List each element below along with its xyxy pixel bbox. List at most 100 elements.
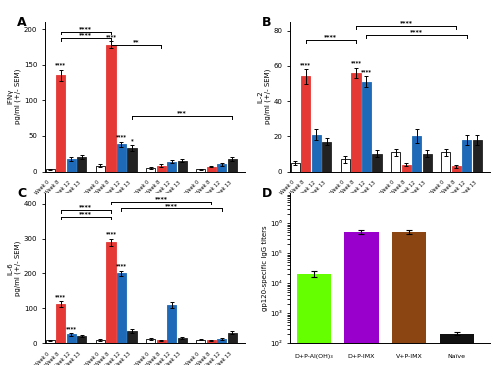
- Text: C: C: [17, 188, 26, 200]
- Bar: [117, 145, 126, 172]
- Text: ****: ****: [361, 69, 372, 74]
- Bar: [228, 333, 237, 343]
- Text: Week 0: Week 0: [184, 180, 201, 196]
- Text: Week 13: Week 13: [114, 180, 132, 198]
- Bar: [77, 336, 86, 343]
- Bar: [128, 148, 136, 172]
- Text: D+P-Al(OH)₃: D+P-Al(OH)₃: [294, 354, 333, 358]
- Bar: [46, 340, 55, 343]
- Bar: [96, 339, 105, 343]
- Bar: [391, 152, 400, 172]
- Text: V+P-IMX: V+P-IMX: [153, 216, 180, 222]
- Text: Week 12: Week 12: [204, 351, 222, 365]
- Bar: [441, 152, 450, 172]
- Text: Week 8: Week 8: [390, 180, 406, 196]
- Text: ****: ****: [66, 326, 77, 331]
- Bar: [167, 305, 176, 343]
- Text: V+P-IMX: V+P-IMX: [396, 354, 422, 358]
- Text: Week 12: Week 12: [298, 180, 316, 198]
- Text: Week 8: Week 8: [195, 180, 212, 196]
- Text: Week 12: Week 12: [52, 180, 72, 198]
- Bar: [156, 166, 166, 172]
- Bar: [344, 233, 378, 365]
- Text: ****: ****: [400, 21, 412, 26]
- Text: A: A: [17, 16, 26, 29]
- Bar: [440, 334, 474, 365]
- Text: Week 13: Week 13: [214, 180, 233, 198]
- Text: ****: ****: [116, 264, 127, 269]
- Text: Week 12: Week 12: [448, 180, 467, 198]
- Y-axis label: IFNγ
pg/ml (+/- SEM): IFNγ pg/ml (+/- SEM): [8, 69, 21, 124]
- Text: Week 8: Week 8: [44, 180, 61, 196]
- Text: ****: ****: [106, 231, 117, 237]
- Text: Week 12: Week 12: [52, 351, 72, 365]
- Bar: [66, 334, 76, 343]
- Text: Week 0: Week 0: [184, 351, 201, 365]
- Bar: [462, 140, 471, 172]
- Text: Week 13: Week 13: [64, 180, 82, 198]
- Text: Week 13: Week 13: [164, 180, 182, 198]
- Bar: [66, 159, 76, 172]
- Text: Week 0: Week 0: [380, 180, 396, 196]
- Text: ****: ****: [300, 62, 312, 67]
- Bar: [146, 168, 156, 172]
- Text: Week 0: Week 0: [329, 180, 345, 196]
- Text: *: *: [130, 138, 134, 143]
- Text: Week 8: Week 8: [440, 180, 456, 196]
- Text: D+P-Al(OH)₃: D+P-Al(OH)₃: [46, 216, 86, 222]
- Bar: [472, 140, 482, 172]
- Bar: [128, 331, 136, 343]
- Text: ****: ****: [106, 34, 117, 39]
- Text: Week 8: Week 8: [145, 180, 161, 196]
- Text: Week 0: Week 0: [34, 180, 50, 196]
- Y-axis label: IL-6
pg/ml (+/- SEM): IL-6 pg/ml (+/- SEM): [8, 241, 21, 296]
- Bar: [196, 339, 205, 343]
- Bar: [341, 159, 350, 172]
- Bar: [422, 154, 432, 172]
- Bar: [312, 135, 321, 172]
- Text: Week 12: Week 12: [398, 180, 416, 198]
- Text: ****: ****: [80, 204, 92, 209]
- Text: Week 12: Week 12: [103, 351, 122, 365]
- Text: D: D: [262, 188, 272, 200]
- Text: ****: ****: [165, 203, 178, 208]
- Text: V+P-IMX: V+P-IMX: [398, 216, 425, 222]
- Text: D+P-IMX: D+P-IMX: [102, 216, 130, 222]
- Bar: [146, 339, 156, 343]
- Text: B: B: [262, 16, 272, 29]
- Text: Week 13: Week 13: [64, 351, 82, 365]
- Y-axis label: gp120-specific IgG titers: gp120-specific IgG titers: [262, 226, 268, 311]
- Bar: [106, 45, 116, 172]
- Y-axis label: IL-2
pg/ml (+/- SEM): IL-2 pg/ml (+/- SEM): [257, 69, 270, 124]
- Bar: [96, 166, 105, 172]
- Text: Week 8: Week 8: [94, 351, 111, 365]
- Bar: [290, 163, 300, 172]
- Bar: [206, 340, 216, 343]
- Bar: [452, 166, 461, 172]
- Text: ****: ****: [80, 32, 92, 38]
- Bar: [46, 169, 55, 172]
- Text: ****: ****: [116, 134, 127, 139]
- Text: D+P-IMX: D+P-IMX: [348, 216, 375, 222]
- Text: ****: ****: [56, 62, 66, 68]
- Text: Week 13: Week 13: [408, 180, 427, 198]
- Bar: [156, 340, 166, 343]
- Bar: [217, 339, 226, 343]
- Bar: [217, 164, 226, 172]
- Bar: [372, 154, 382, 172]
- Bar: [178, 338, 187, 343]
- Text: Naïve: Naïve: [448, 354, 466, 358]
- Text: Naïve: Naïve: [452, 216, 470, 222]
- Text: ***: ***: [178, 111, 187, 115]
- Text: Week 8: Week 8: [290, 180, 306, 196]
- Text: Week 12: Week 12: [348, 180, 366, 198]
- Text: Week 12: Week 12: [153, 180, 172, 198]
- Text: Week 12: Week 12: [153, 351, 172, 365]
- Text: Week 8: Week 8: [195, 351, 212, 365]
- Text: Week 8: Week 8: [145, 351, 161, 365]
- Bar: [228, 159, 237, 172]
- Text: Naïve: Naïve: [208, 216, 226, 222]
- Text: Week 13: Week 13: [214, 351, 233, 365]
- Text: Week 13: Week 13: [308, 180, 327, 198]
- Bar: [392, 233, 426, 365]
